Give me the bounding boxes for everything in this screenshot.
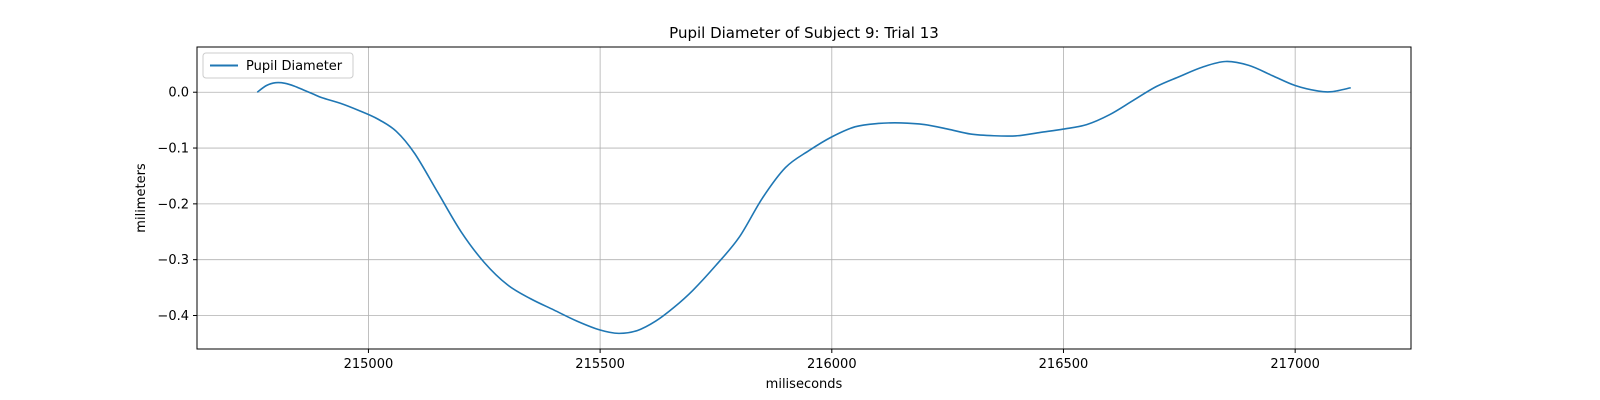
y-axis-label: milimeters <box>134 163 149 233</box>
legend-box <box>202 52 354 79</box>
y-tick-label: 0.0 <box>168 86 189 101</box>
series-line-pupil-diameter <box>256 60 1351 335</box>
y-tick-label: −0.1 <box>157 142 189 157</box>
chart-title: Pupil Diameter of Subject 9: Trial 13 <box>669 24 939 42</box>
y-tick-label: −0.4 <box>157 309 189 324</box>
ticks: 215000 215500 216000 216500 217000 0.0 −0.1 −0.… <box>157 86 1320 372</box>
series-layer <box>256 60 1351 335</box>
x-tick-label: 215500 <box>575 357 625 372</box>
x-tick-label: 217000 <box>1270 357 1320 372</box>
plot-frame <box>196 46 1412 350</box>
x-axis-label: miliseconds <box>766 377 843 392</box>
y-tick-label: −0.3 <box>157 253 189 268</box>
legend-label: Pupil Diameter <box>246 59 343 74</box>
x-tick-label: 215000 <box>344 357 394 372</box>
x-tick-label: 216000 <box>807 357 857 372</box>
grid-lines <box>197 47 1411 349</box>
y-tick-label: −0.2 <box>157 197 189 212</box>
x-tick-label: 216500 <box>1039 357 1089 372</box>
legend: Pupil Diameter <box>202 52 354 79</box>
